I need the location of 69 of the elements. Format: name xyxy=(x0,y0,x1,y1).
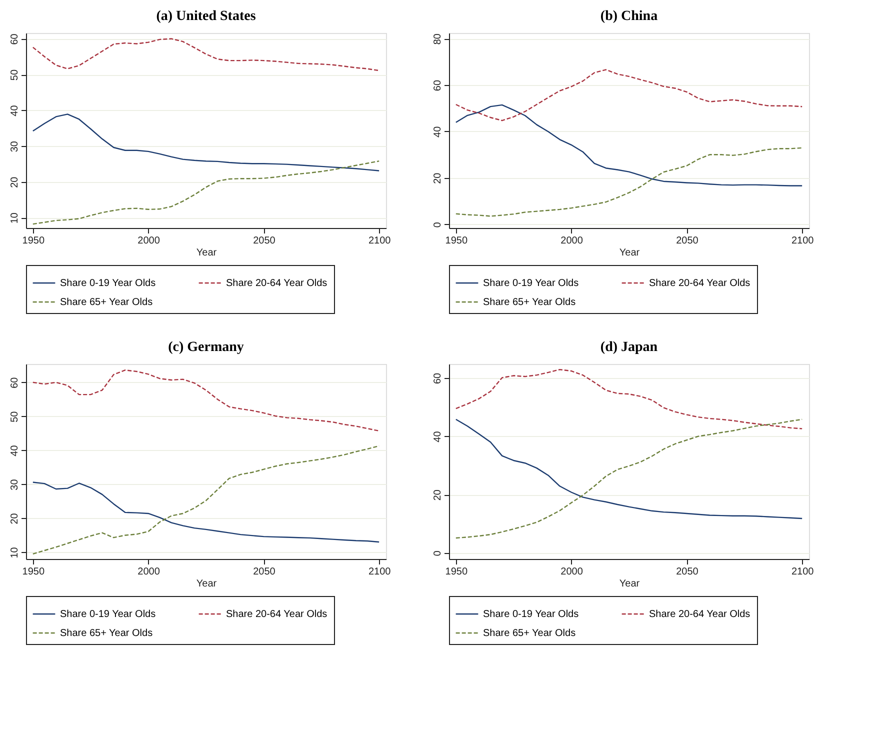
x-axis-title: Year xyxy=(196,578,218,590)
chart-title: (a) United States xyxy=(156,9,256,24)
y-tick-label: 40 xyxy=(10,444,20,456)
x-axis-title: Year xyxy=(619,578,640,590)
y-tick-label: 10 xyxy=(10,212,20,224)
line-series xyxy=(32,160,380,225)
y-tick-label: 80 xyxy=(432,33,444,45)
line-series xyxy=(32,114,380,172)
legend-label: Share 65+ Year Olds xyxy=(483,297,576,308)
legend-label: Share 20-64 Year Olds xyxy=(226,278,328,289)
x-tick-label: 2000 xyxy=(560,566,584,578)
x-tick-label: 2000 xyxy=(138,236,160,246)
legend-label: Share 20-64 Year Olds xyxy=(226,609,328,620)
y-tick-label: 60 xyxy=(432,372,444,384)
line-series xyxy=(32,445,380,555)
legend-label: Share 20-64 Year Olds xyxy=(649,609,750,620)
x-tick-label: 2000 xyxy=(138,566,160,578)
y-tick-label: 30 xyxy=(10,478,20,490)
x-axis-title: Year xyxy=(196,248,218,258)
x-tick-label: 2000 xyxy=(560,236,584,246)
y-tick-label: 30 xyxy=(10,140,20,152)
legend-label: Share 0-19 Year Olds xyxy=(483,609,579,620)
line-series xyxy=(455,418,803,520)
x-tick-label: 1950 xyxy=(445,236,468,246)
legend-label: Share 65+ Year Olds xyxy=(60,297,153,308)
line-series xyxy=(455,368,803,430)
y-tick-label: 10 xyxy=(10,546,20,558)
line-series xyxy=(32,38,380,72)
y-tick-label: 0 xyxy=(432,550,444,556)
line-series xyxy=(455,69,803,122)
legend-label: Share 0-19 Year Olds xyxy=(483,278,579,289)
x-tick-label: 2100 xyxy=(791,236,814,246)
line-series xyxy=(455,104,803,186)
x-axis-title: Year xyxy=(619,248,640,258)
x-tick-label: 2100 xyxy=(368,566,392,578)
x-tick-label: 2050 xyxy=(676,566,699,578)
x-tick-label: 2050 xyxy=(253,566,276,578)
y-tick-label: 40 xyxy=(432,430,444,442)
y-tick-label: 20 xyxy=(10,176,20,188)
legend-label: Share 0-19 Year Olds xyxy=(60,609,156,620)
y-tick-label: 20 xyxy=(10,512,20,524)
x-tick-label: 2050 xyxy=(253,236,276,246)
y-tick-label: 0 xyxy=(432,222,444,228)
line-series xyxy=(455,418,803,539)
y-tick-label: 40 xyxy=(10,104,20,116)
chart-title: (d) Japan xyxy=(600,340,658,355)
y-tick-label: 20 xyxy=(432,172,444,184)
legend-label: Share 20-64 Year Olds xyxy=(649,278,750,289)
legend-label: Share 65+ Year Olds xyxy=(483,628,576,639)
x-tick-label: 2050 xyxy=(676,236,699,246)
line-series xyxy=(32,370,380,432)
x-tick-label: 1950 xyxy=(445,566,468,578)
line-series xyxy=(32,482,380,543)
x-tick-label: 1950 xyxy=(22,566,45,578)
x-tick-label: 2100 xyxy=(791,566,814,578)
legend-label: Share 65+ Year Olds xyxy=(60,628,153,639)
y-tick-label: 20 xyxy=(432,489,444,501)
y-tick-label: 60 xyxy=(10,33,20,45)
chart-title: (c) Germany xyxy=(168,340,244,355)
chart-title: (b) China xyxy=(600,9,658,24)
y-tick-label: 40 xyxy=(432,126,444,138)
legend-label: Share 0-19 Year Olds xyxy=(60,278,156,289)
y-tick-label: 50 xyxy=(10,69,20,81)
x-tick-label: 1950 xyxy=(22,236,45,246)
y-tick-label: 60 xyxy=(10,376,20,388)
y-tick-label: 60 xyxy=(432,80,444,92)
line-series xyxy=(455,147,803,217)
x-tick-label: 2100 xyxy=(368,236,392,246)
y-tick-label: 50 xyxy=(10,410,20,422)
